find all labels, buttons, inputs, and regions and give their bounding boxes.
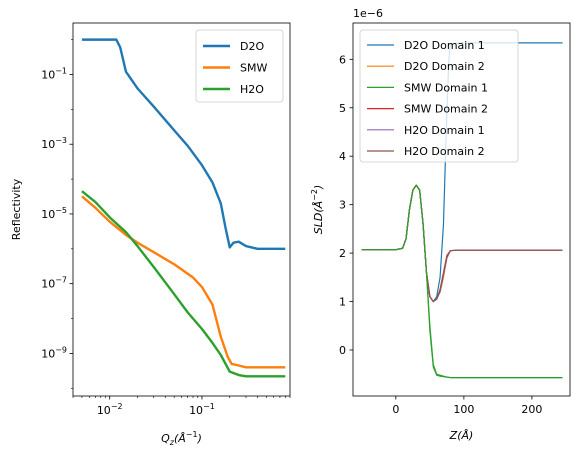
- x-tick-label: 10−1: [189, 402, 215, 417]
- sld-legend-label-smw-domain-1: SMW Domain 1: [404, 81, 488, 94]
- y-tick-label: 10−7: [41, 276, 67, 291]
- legend-label-d2o: D2O: [240, 40, 264, 53]
- sld-offset-text: 1e−6: [353, 7, 383, 20]
- sld-plot: 0 100 200 0 1 2 3 4 5 6 1e−6 Z(Å) SLD(Å−2) D2O Domain…: [310, 7, 571, 442]
- y-tick-label: 10−9: [41, 345, 67, 360]
- sld-y-tick-label: 4: [339, 150, 346, 163]
- reflectivity-series-h2o: [81, 190, 286, 378]
- legend-label-h2o: H2O: [240, 83, 264, 96]
- sld-series-smw-domain-1: [361, 184, 563, 379]
- x-axis-label: Qz(Å−1): [161, 430, 202, 447]
- reflectivity-legend: D2O SMW H2O: [195, 29, 284, 103]
- sld-series-smw-domain-2: [361, 184, 563, 303]
- y-axis-label: Reflectivity: [10, 178, 23, 240]
- y-tick-label: 10−5: [41, 206, 67, 221]
- sld-series-h2o-domain-2: [361, 184, 563, 303]
- sld-y-tick-label: 0: [339, 344, 346, 357]
- sld-series-extra: [361, 184, 563, 379]
- legend-box: [195, 29, 284, 103]
- sld-y-tick-label: 1: [339, 296, 346, 309]
- sld-legend: D2O Domain 1 D2O Domain 2 SMW Domain 1 SMW …: [359, 29, 519, 163]
- sld-legend-label-d2o-domain-2: D2O Domain 2: [404, 60, 485, 73]
- sld-series-h2o-domain-1: [361, 184, 563, 303]
- sld-y-tick-label: 2: [339, 247, 346, 260]
- reflectivity-plot: 10−2 10−1 10−9 10−7 10−5 10−3 10−1 Qz(Å−1) Refle…: [10, 22, 291, 447]
- sld-legend-label-h2o-domain-1: H2O Domain 1: [404, 124, 485, 137]
- sld-legend-box: [359, 29, 519, 163]
- sld-series-group: [361, 42, 563, 379]
- sld-y-tick-label: 3: [339, 199, 346, 212]
- sld-x-tick-label: 0: [392, 403, 399, 416]
- sld-legend-label-d2o-domain-1: D2O Domain 1: [404, 39, 485, 52]
- y-tick-label: 10−1: [41, 66, 67, 81]
- sld-frame: [352, 22, 571, 397]
- legend-label-smw: SMW: [240, 62, 267, 75]
- x-tick-label: 10−2: [97, 402, 123, 417]
- sld-legend-label-h2o-domain-2: H2O Domain 2: [404, 145, 485, 158]
- reflectivity-series-d2o: [81, 38, 286, 251]
- y-tick-label: 10−3: [41, 136, 67, 151]
- sld-y-tick-label: 6: [339, 53, 346, 66]
- sld-series-d2o-domain-2: [361, 184, 563, 303]
- sld-x-tick-label: 100: [453, 403, 474, 416]
- sld-x-axis-label: Z(Å): [449, 429, 474, 442]
- sld-legend-label-smw-domain-2: SMW Domain 2: [404, 103, 488, 116]
- sld-y-axis-label: SLD(Å−2): [310, 185, 325, 235]
- sld-y-tick-label: 5: [339, 102, 346, 115]
- sld-x-tick-label: 200: [521, 403, 542, 416]
- reflectivity-series-smw: [81, 195, 286, 369]
